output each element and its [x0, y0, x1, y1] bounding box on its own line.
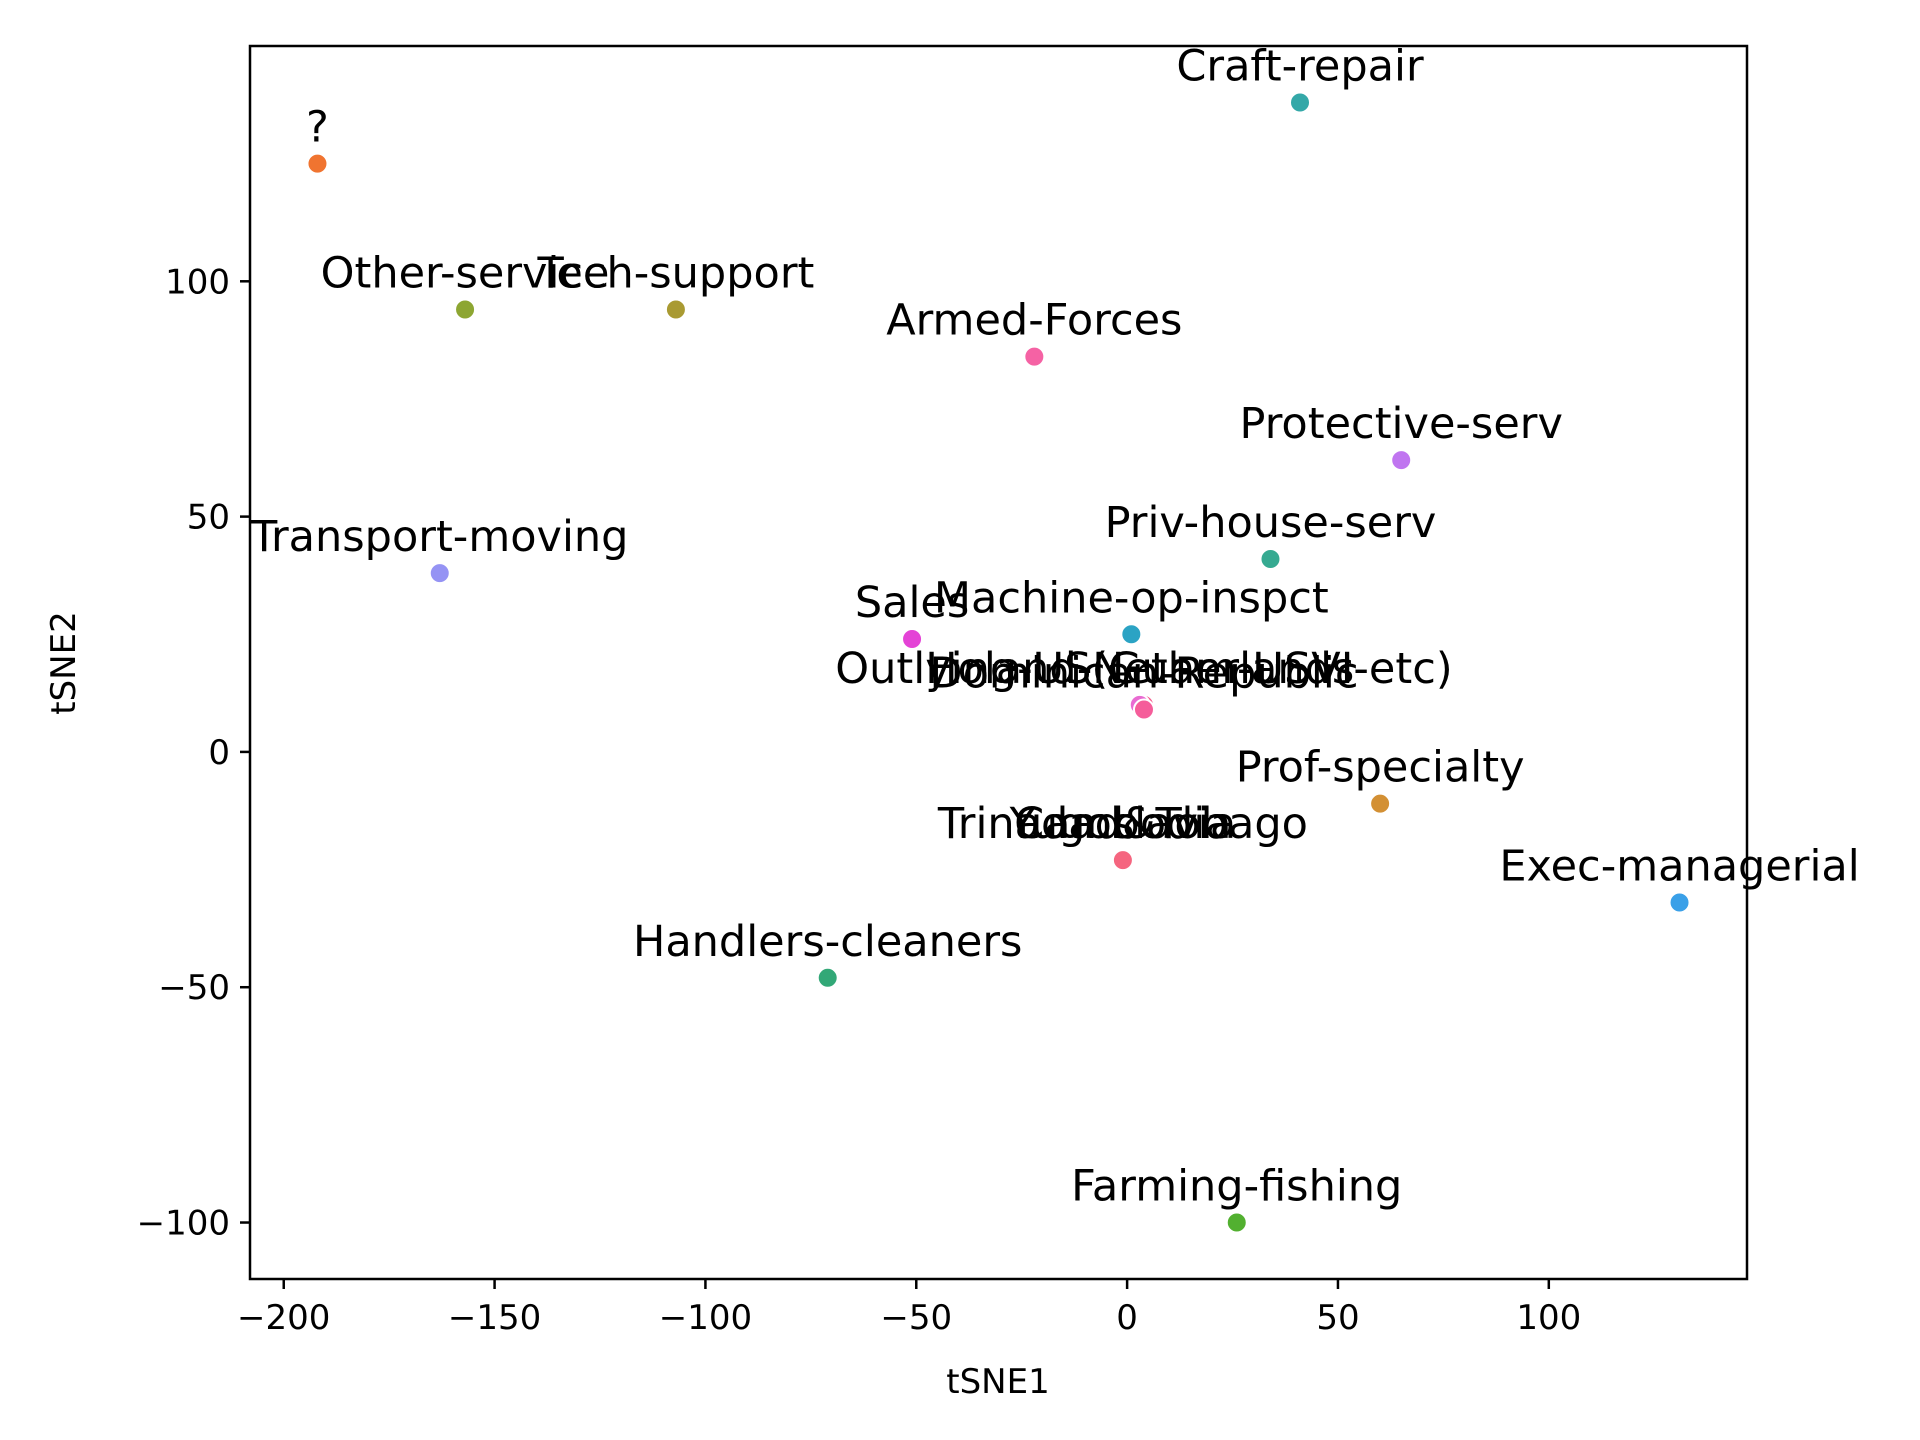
y-tick-label: −50 [158, 968, 230, 1008]
point-label: Dominican-Republic [929, 649, 1358, 699]
y-tick-label: 50 [187, 498, 230, 538]
x-tick-label: −50 [880, 1298, 952, 1338]
y-tick-label: −100 [137, 1204, 230, 1244]
data-point [1120, 623, 1143, 646]
data-point [1023, 345, 1046, 368]
point-label: Craft-repair [1176, 41, 1424, 91]
point-label: Prof-specialty [1236, 743, 1525, 793]
point-label: Transport-moving [250, 512, 628, 562]
point-label: Sales [855, 578, 969, 628]
x-tick-label: −200 [237, 1298, 330, 1338]
point-label: Other-service [321, 249, 610, 299]
data-point [901, 627, 924, 650]
x-tick-label: −150 [448, 1298, 541, 1338]
x-axis-ticks: −200 −150 −100 −50 0 50 100 [237, 1279, 1581, 1338]
data-point [1259, 547, 1282, 570]
y-axis-label: tSNE2 [44, 611, 84, 714]
data-point [454, 298, 477, 321]
point-label: Cambodia [1014, 799, 1231, 849]
point-label: Holand-Netherlands [925, 644, 1354, 694]
data-point [1289, 91, 1312, 114]
point-label: Outlying-US(Guam-USVI-etc) [835, 644, 1452, 694]
point-label: Protective-serv [1240, 399, 1563, 449]
points-layer [306, 91, 1691, 1234]
data-point [1132, 698, 1155, 721]
point-label: ? [306, 103, 329, 153]
plot-frame [248, 44, 1749, 1281]
data-point [664, 298, 687, 321]
data-point [428, 562, 451, 585]
y-axis-ticks: −100 −50 0 50 100 [137, 262, 250, 1244]
data-point [1390, 449, 1413, 472]
data-point [1111, 849, 1134, 872]
y-tick-label: 100 [165, 262, 230, 302]
point-label: Tech-support [536, 249, 814, 299]
x-tick-label: 100 [1516, 1298, 1581, 1338]
point-label: Trinadad&Tobago [937, 799, 1308, 849]
data-point [1225, 1211, 1248, 1234]
x-tick-label: 50 [1316, 1298, 1359, 1338]
point-label: Yugoslavia [1009, 799, 1237, 849]
x-axis-label: tSNE1 [946, 1362, 1049, 1402]
data-point [816, 966, 839, 989]
point-label: Machine-op-inspct [934, 573, 1329, 623]
data-point [1369, 792, 1392, 815]
x-tick-label: 0 [1116, 1298, 1138, 1338]
data-point [306, 152, 329, 175]
point-label: Farming-fishing [1071, 1162, 1402, 1212]
point-label: Exec-managerial [1499, 842, 1859, 892]
y-tick-label: 0 [208, 733, 230, 773]
point-label: Priv-house-serv [1105, 498, 1437, 548]
data-point [1668, 891, 1691, 914]
point-label: Handlers-cleaners [633, 917, 1022, 967]
point-label: Armed-Forces [886, 296, 1182, 346]
x-tick-label: −100 [659, 1298, 752, 1338]
